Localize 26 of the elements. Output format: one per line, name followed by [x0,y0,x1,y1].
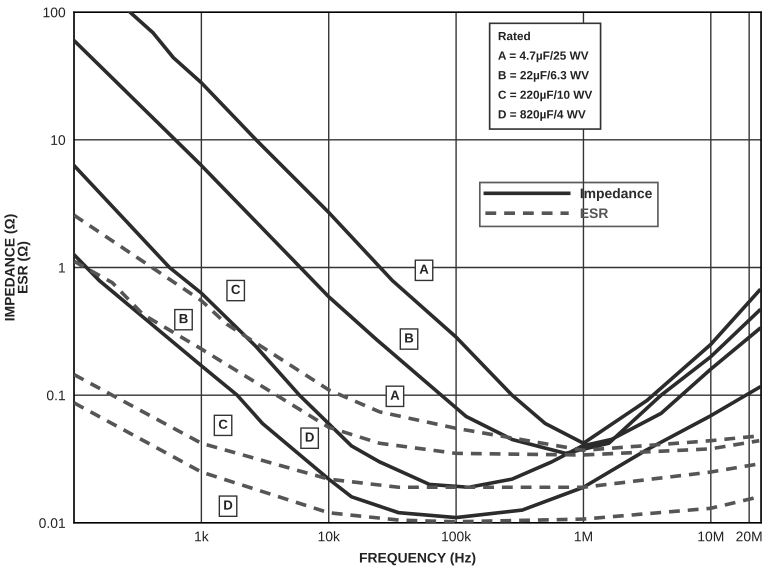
x-tick-label: 20M [736,532,762,542]
x-tick-label: 10M [698,532,724,542]
y-tick-label: 100 [44,7,66,18]
x-tick-label: 1M [574,532,592,542]
annotation: B [405,333,414,342]
annotation: C [218,420,228,429]
y-tick-label: 10 [51,135,66,145]
x-axis-title: FREQUENCY (Hz) [360,552,476,566]
y-axis-title: IMPEDANCE (Ω) ESR (Ω) [4,214,30,320]
y-tick-label: 1 [59,262,65,273]
annotation: Rated [498,32,530,40]
annotation: A [390,390,400,400]
annotation: C [231,284,240,294]
annotation: D [224,500,232,510]
annotation: A [420,264,428,274]
annotation: C = 220µF/10 WV [498,90,592,102]
annotation: B = 22µF/6.3 WV [498,70,589,82]
annotation: B [180,314,188,324]
x-tick-label: 1k [195,531,209,542]
annotation: A = 4.7µF/25 WV [498,51,589,62]
y-tick-label: 0.1 [46,390,66,400]
annotation: D [306,432,314,442]
x-tick-label: 100k [442,531,472,542]
y-tick-label: 0.01 [39,518,66,528]
annotation: D = 820µF/4 WV [498,110,586,121]
x-tick-label: 10k [318,531,340,542]
